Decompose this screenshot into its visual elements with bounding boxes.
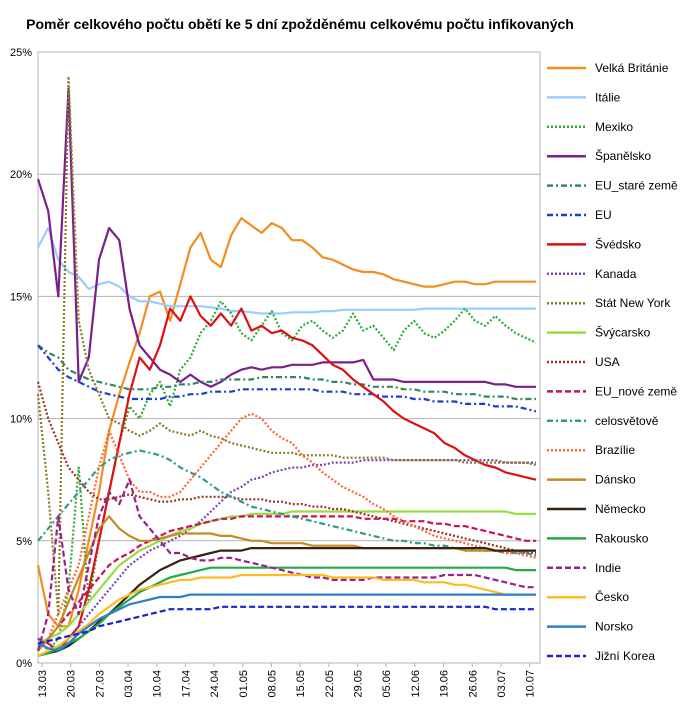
x-tick-label: 26.06 <box>467 670 479 698</box>
series-line <box>36 478 536 652</box>
x-tick-label: 15.05 <box>295 670 307 698</box>
series-line <box>36 87 536 388</box>
x-tick-label: 01.05 <box>238 670 250 698</box>
series-line <box>37 546 536 657</box>
x-tick-label: 03.04 <box>123 670 135 698</box>
legend-label: EU <box>595 208 612 222</box>
legend-label: Brazílie <box>595 443 635 457</box>
legend-label: EU_staré země <box>595 179 678 193</box>
legend-label: USA <box>595 355 620 369</box>
x-tick-label: 22.05 <box>324 670 336 698</box>
series-line <box>37 566 536 657</box>
series-line <box>37 412 537 652</box>
y-axis-ticks: 0% 5% 10% 15% 20% 25% <box>10 47 32 670</box>
legend-label: Švédsko <box>595 236 641 251</box>
x-tick-label: 10.04 <box>152 670 164 698</box>
x-axis-ticks: 13.03 20.03 27.03 03.04 10.04 17.04 24.04 01.05… <box>37 663 537 698</box>
legend-label: Španělsko <box>595 148 651 163</box>
series-line <box>37 605 536 645</box>
series-line <box>37 515 536 652</box>
series-lines <box>36 75 537 657</box>
legend-label: Stát New York <box>595 296 671 310</box>
series-line <box>37 344 537 413</box>
y-tick-label: 0% <box>16 658 32 670</box>
legend-label: Dánsko <box>595 473 636 487</box>
y-tick-label: 25% <box>10 47 32 59</box>
legend-label: Rakousko <box>595 531 649 545</box>
legend-label: Mexiko <box>595 120 633 134</box>
series-line <box>37 573 536 657</box>
legend-label: Itálie <box>595 90 621 104</box>
x-tick-label: 03.07 <box>496 670 508 698</box>
series-line <box>36 217 536 628</box>
legend-label: Indie <box>595 561 621 575</box>
x-tick-label: 20.03 <box>66 670 78 698</box>
x-tick-label: 24.04 <box>209 670 221 698</box>
legend-label: EU_nové země <box>595 384 677 398</box>
series-line <box>37 226 536 315</box>
chart-title: Poměr celkového počtu obětí ke 5 dní zpo… <box>26 16 574 32</box>
x-tick-label: 12.06 <box>410 670 422 698</box>
x-tick-label: 05.06 <box>381 670 393 698</box>
legend-label: Německo <box>595 502 646 516</box>
series-line <box>36 381 536 555</box>
x-tick-label: 29.05 <box>353 670 365 698</box>
x-tick-label: 17.04 <box>180 670 192 698</box>
legend-label: Česko <box>595 589 629 604</box>
x-tick-label: 08.05 <box>266 670 278 698</box>
x-tick-label: 10.07 <box>525 670 537 698</box>
y-tick-label: 5% <box>16 536 32 548</box>
y-tick-label: 15% <box>10 291 32 303</box>
series-line <box>37 593 536 652</box>
legend: Velká Británie Itálie Mexiko Španělsko EU_st… <box>547 61 678 663</box>
x-tick-label: 19.06 <box>439 670 451 698</box>
series-line <box>37 344 536 401</box>
series-line <box>37 459 536 652</box>
y-tick-label: 20% <box>10 169 32 181</box>
legend-label: Norsko <box>595 620 633 634</box>
series-line <box>37 295 537 652</box>
legend-label: Švýcarsko <box>595 325 651 340</box>
y-tick-label: 10% <box>10 414 32 426</box>
legend-label: Velká Británie <box>595 61 669 75</box>
legend-label: Kanada <box>595 267 637 281</box>
series-line <box>37 510 536 645</box>
legend-label: Jižní Korea <box>595 649 655 663</box>
legend-label: celosvětově <box>595 414 659 428</box>
x-tick-label: 27.03 <box>94 670 106 698</box>
x-tick-label: 13.03 <box>37 670 49 698</box>
series-line <box>37 449 537 557</box>
series-line <box>36 75 537 616</box>
